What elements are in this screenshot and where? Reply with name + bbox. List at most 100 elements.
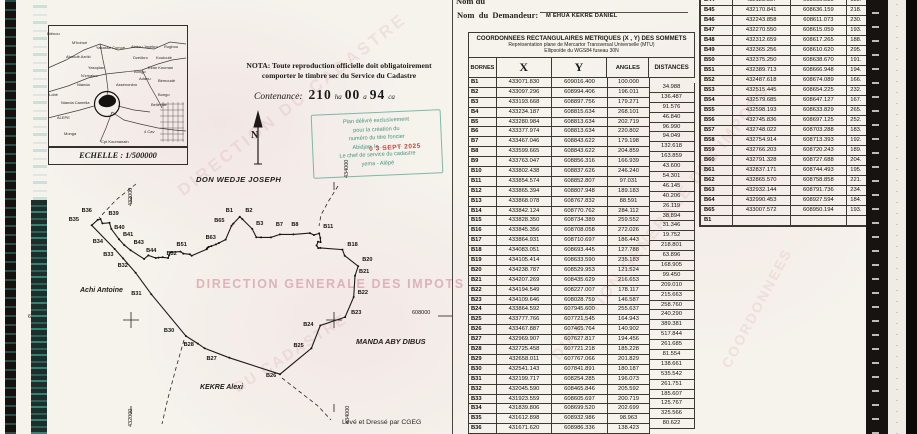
x-coordinate: 432389.713	[732, 66, 791, 76]
borne-id: B6	[469, 127, 497, 138]
y-coordinate: 608674.089	[790, 76, 848, 86]
borne-id: B49	[701, 46, 733, 56]
y-coordinate: 608843.622	[552, 147, 608, 158]
angle-value: 140.902	[608, 325, 650, 336]
scale-label: ECHELLE : 1/500000	[79, 151, 157, 160]
x-coordinate: 432865.570	[732, 176, 791, 186]
x-coordinate: 433864.592	[497, 305, 552, 316]
angle-value: 189.183	[608, 186, 650, 197]
cadastre-office-stamp: Plan délivré exclusivement pour la créat…	[310, 109, 444, 179]
borne-id: B30	[469, 364, 497, 375]
y-coordinate: 608254.285	[552, 374, 608, 385]
x-coordinate: 432270.550	[732, 26, 791, 36]
table-row: B33 431923.559 608605.697 200.719	[468, 394, 695, 405]
x-coordinate: 432766.203	[732, 146, 791, 156]
table-row: B34 431839.806 608699.520 202.699	[468, 404, 695, 415]
borne-id: B46	[701, 16, 733, 26]
borne-id: B9	[469, 157, 497, 168]
angle-value: 179.198	[608, 137, 650, 148]
x-coordinate: 433377.974	[497, 127, 552, 138]
contenance-a-value: 00	[344, 87, 361, 102]
x-coordinate	[732, 216, 791, 226]
y-coordinate: 608697.125	[790, 116, 848, 126]
x-coordinate: 434194.549	[497, 285, 552, 296]
borne-id: B11	[469, 176, 497, 187]
vertex-label: B51	[176, 242, 187, 249]
y-coordinate: 608703.288	[790, 126, 848, 136]
inset-place: Ezan Kouman	[148, 65, 174, 70]
contenance-a-unit: a	[363, 93, 367, 101]
x-coordinate: 434238.787	[497, 265, 552, 276]
vertex-label: B3	[256, 220, 264, 227]
angle-value: 246.240	[608, 167, 650, 177]
angle-value: 180.187	[608, 364, 650, 375]
inset-place: Lobé	[49, 92, 58, 97]
y-coordinate: 608611.073	[790, 16, 848, 26]
table-row: B56 432745.836 608697.125 252.	[700, 116, 893, 126]
x-coordinate: 433097.296	[497, 87, 552, 98]
distance-value: 99.450	[649, 271, 694, 281]
inset-roads	[47, 41, 187, 143]
y-coordinate: 608633.829	[790, 106, 848, 116]
y-coordinate: 608727.688	[790, 156, 848, 166]
borne-id: B65	[701, 206, 733, 216]
y-coordinate: 608720.243	[790, 146, 848, 156]
y-coordinate: 608758.858	[790, 176, 848, 186]
vertex-label: B2	[245, 208, 253, 215]
distance-value: 34.988	[649, 83, 694, 93]
vertex-label: B44	[146, 248, 157, 255]
borne-id: B61	[701, 166, 733, 176]
nota-line1: NOTA: Toute reproduction officielle doit…	[246, 61, 432, 70]
angle-value: 255.637	[608, 305, 650, 316]
vertex-label: B33	[103, 251, 114, 258]
borne-id: B31	[469, 374, 497, 385]
borne-id: B1	[469, 78, 497, 88]
grid-label-easting-432000-top: 432000	[128, 187, 134, 206]
table-row: B31 432199.717 608254.285 196.073	[468, 374, 695, 385]
vertex-label: B34	[92, 238, 103, 245]
distance-value: 261.685	[649, 340, 694, 350]
x-coordinate: 433193.668	[497, 97, 552, 108]
distance-value: 136.487	[649, 93, 694, 103]
table-row: B59 432766.203 608720.243 189.	[700, 146, 893, 156]
y-coordinate: 608529.953	[552, 265, 608, 276]
contenance-ha-unit: ha	[334, 93, 342, 101]
table-body: B1 433071.830 609016.400 100.000 B2 433097.29…	[468, 78, 695, 434]
x-coordinate: 432487.618	[732, 76, 791, 86]
distance-value: 96.990	[649, 123, 694, 133]
y-coordinate: 608744.493	[790, 166, 848, 176]
y-coordinate: 608770.762	[552, 206, 608, 217]
borne-id: B16	[469, 226, 497, 237]
inset-location-map	[48, 25, 188, 148]
y-coordinate: 608699.520	[552, 404, 608, 415]
vertex-label: B20	[362, 257, 373, 264]
borne-id: B35	[469, 414, 497, 425]
y-coordinate: 608610.620	[790, 46, 848, 56]
vertex-label: B27	[206, 355, 217, 362]
table-row: B5 433280.984 608813.634 202.719	[468, 117, 695, 128]
borne-id: B12	[469, 186, 497, 197]
x-coordinate: 433280.984	[497, 117, 552, 128]
contenance-area: Contenance: 210 ha 00 a 94 ca	[254, 87, 395, 103]
x-coordinate: 432312.659	[732, 36, 791, 46]
inset-place: Nianda	[77, 82, 90, 87]
table-row: B60 432791.328 608727.688 204.	[700, 156, 893, 166]
y-coordinate: 608856.316	[552, 157, 608, 168]
table-row: B8 433599.665 608843.622 204.859	[468, 147, 695, 158]
distance-value: 168.905	[649, 261, 694, 271]
table-row: B21 434207.269 608435.629 216.653	[468, 275, 695, 286]
inset-place: Yasoplan	[88, 65, 105, 70]
x-coordinate: 432748.022	[732, 126, 791, 136]
y-coordinate: 608813.634	[552, 117, 608, 128]
x-coordinate: 433868.078	[497, 196, 552, 207]
x-coordinate: 432243.858	[732, 16, 791, 26]
distance-value: 185.607	[649, 390, 694, 400]
borne-id: B15	[469, 216, 497, 227]
distance-value: 46.145	[649, 182, 694, 192]
x-coordinate: 433828.350	[497, 216, 552, 227]
table-row: B2 433097.296 608994.406 196.011	[468, 87, 695, 98]
x-coordinate: 431671.620	[497, 424, 552, 434]
x-coordinate: 433467.046	[497, 137, 552, 148]
x-coordinate: 433864.931	[497, 236, 552, 247]
borne-id: B48	[701, 36, 733, 46]
